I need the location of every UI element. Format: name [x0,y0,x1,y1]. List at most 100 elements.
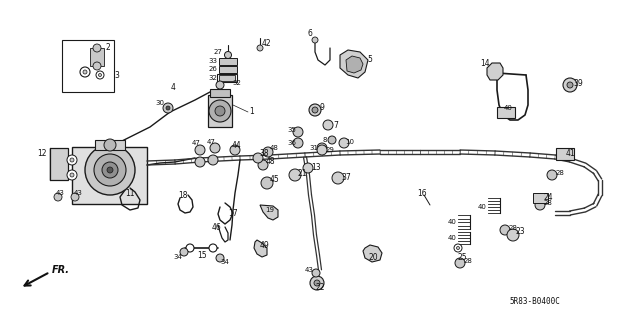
Circle shape [312,269,320,277]
Bar [95,140,125,150]
Circle shape [71,193,79,201]
Text: 33: 33 [209,58,218,64]
Text: 27: 27 [214,49,223,55]
Text: 14: 14 [480,58,490,68]
Text: 16: 16 [417,189,427,197]
Bar [72,147,147,204]
Text: 11: 11 [125,189,135,197]
Text: 7: 7 [333,121,339,130]
Text: FR.: FR. [52,265,70,275]
Text: 47: 47 [207,139,216,145]
Circle shape [225,51,232,58]
Circle shape [332,172,344,184]
Circle shape [314,280,320,286]
Text: 4: 4 [171,84,175,93]
Circle shape [80,67,90,77]
Circle shape [535,200,545,210]
Circle shape [166,106,170,110]
Text: 43: 43 [305,267,314,273]
Circle shape [293,127,303,137]
Polygon shape [487,63,503,80]
Text: 41: 41 [565,150,575,159]
Text: 31: 31 [310,145,319,151]
Circle shape [83,70,87,74]
Circle shape [312,37,318,43]
Text: 9: 9 [319,103,324,113]
Bar [497,107,515,118]
Circle shape [289,169,301,181]
Circle shape [317,145,327,155]
Circle shape [328,136,336,144]
Circle shape [209,100,231,122]
Circle shape [67,155,77,165]
Circle shape [180,248,188,256]
Text: 43: 43 [74,190,83,196]
Circle shape [258,160,268,170]
Polygon shape [260,205,278,220]
Circle shape [263,147,273,157]
Text: 28: 28 [543,200,552,206]
Text: 32: 32 [232,80,241,86]
Circle shape [54,193,62,201]
Text: 8: 8 [323,137,327,143]
Bar [210,89,230,97]
Circle shape [195,145,205,155]
Circle shape [70,158,74,162]
Bar [219,75,235,81]
Text: 38: 38 [259,150,269,159]
Text: 24: 24 [543,192,553,202]
Bar [62,40,114,92]
Circle shape [309,104,321,116]
Circle shape [455,258,465,268]
Text: 5R83-B0400C: 5R83-B0400C [509,298,561,307]
Circle shape [500,225,510,235]
Text: 40: 40 [447,219,456,225]
Circle shape [163,103,173,113]
Text: 42: 42 [261,40,271,48]
Polygon shape [363,245,382,262]
Circle shape [323,120,333,130]
Text: 37: 37 [341,174,351,182]
Text: 20: 20 [368,254,378,263]
Circle shape [317,143,327,153]
Circle shape [67,170,77,180]
Circle shape [456,247,460,249]
Circle shape [293,138,303,148]
Text: 48: 48 [265,158,275,167]
Text: 19: 19 [266,207,275,213]
Circle shape [563,78,577,92]
Circle shape [261,177,273,189]
Text: 2: 2 [106,43,110,53]
Circle shape [567,82,573,88]
Text: 34: 34 [221,259,229,265]
Text: 22: 22 [316,284,324,293]
Text: 18: 18 [179,190,188,199]
Text: 3: 3 [115,70,120,79]
Circle shape [96,71,104,79]
Text: 23: 23 [515,227,525,236]
Bar [208,95,232,127]
Polygon shape [340,50,368,78]
Text: 40: 40 [504,105,513,111]
Bar [90,48,104,66]
Bar [217,74,237,82]
Text: 15: 15 [197,250,207,259]
Text: 29: 29 [326,147,335,153]
Circle shape [93,62,101,70]
Circle shape [210,143,220,153]
Text: 43: 43 [56,190,65,196]
Circle shape [209,244,217,252]
Text: 40: 40 [477,204,486,210]
Text: 10: 10 [346,139,355,145]
Text: 39: 39 [573,78,583,87]
Circle shape [216,81,224,89]
Text: 12: 12 [37,149,47,158]
Circle shape [230,145,240,155]
Polygon shape [254,240,267,257]
Text: 28: 28 [509,225,517,231]
Text: 13: 13 [311,164,321,173]
Text: 45: 45 [270,175,280,184]
Text: 21: 21 [297,168,307,177]
Circle shape [195,157,205,167]
Bar [533,193,548,203]
